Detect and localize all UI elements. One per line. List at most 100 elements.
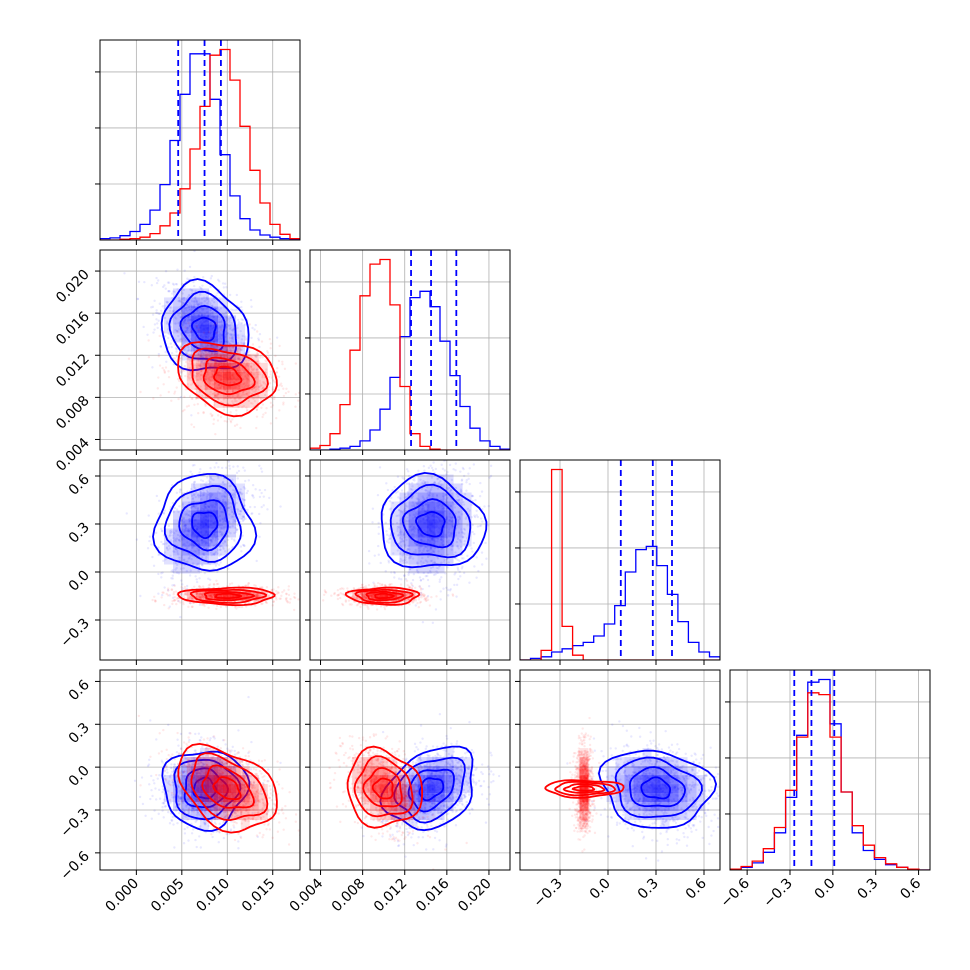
scatter-point xyxy=(236,510,239,513)
scatter-point xyxy=(200,343,203,347)
contour-line xyxy=(213,365,243,387)
scatter-point xyxy=(218,332,222,335)
scatter-point xyxy=(199,354,203,357)
density-cell xyxy=(249,353,259,363)
scatter-point xyxy=(224,326,228,329)
scatter-point xyxy=(273,397,276,401)
scatter-point xyxy=(176,330,179,334)
scatter-point xyxy=(441,467,445,471)
scatter-point xyxy=(252,397,255,400)
density-cell xyxy=(417,492,427,502)
scatter-point xyxy=(187,518,191,522)
scatter-point xyxy=(171,584,174,587)
scatter-point xyxy=(238,347,242,350)
scatter-point xyxy=(222,547,225,551)
scatter-point xyxy=(192,299,196,303)
scatter-point xyxy=(226,331,229,335)
scatter-point xyxy=(172,283,176,286)
scatter-point xyxy=(223,312,226,316)
scatter-point xyxy=(287,585,291,588)
scatter-point xyxy=(185,560,188,564)
density-cell xyxy=(173,564,183,574)
scatter-point xyxy=(184,308,187,311)
scatter-point xyxy=(231,329,234,332)
scatter-point xyxy=(187,513,191,517)
scatter-point xyxy=(256,373,259,376)
scatter-point xyxy=(207,352,210,355)
scatter-point xyxy=(242,544,246,547)
scatter-point xyxy=(478,494,482,498)
scatter-point xyxy=(227,341,230,344)
scatter-point xyxy=(239,322,242,325)
scatter-point xyxy=(221,518,225,521)
scatter-point xyxy=(183,348,186,351)
scatter-point xyxy=(286,600,289,603)
scatter-point xyxy=(475,509,478,513)
scatter-point xyxy=(297,399,300,402)
scatter-point xyxy=(255,381,259,384)
scatter-point xyxy=(199,373,203,377)
scatter-point xyxy=(224,501,228,505)
scatter-point xyxy=(200,369,203,372)
scatter-point xyxy=(258,373,261,376)
scatter-point xyxy=(171,568,174,572)
scatter-point xyxy=(181,409,185,413)
scatter-point xyxy=(179,367,183,370)
scatter-point xyxy=(418,576,422,579)
scatter-point xyxy=(213,359,217,362)
scatter-point xyxy=(455,595,458,598)
contour-line xyxy=(177,341,278,418)
scatter-point xyxy=(195,367,198,370)
scatter-point xyxy=(188,324,192,328)
scatter-point xyxy=(189,288,192,291)
scatter-point xyxy=(199,370,203,373)
scatter-point xyxy=(222,286,226,289)
scatter-point xyxy=(203,300,206,303)
scatter-point xyxy=(229,396,232,400)
scatter-point xyxy=(253,386,256,389)
scatter-point xyxy=(209,312,212,316)
scatter-point xyxy=(285,592,288,595)
scatter-point xyxy=(205,351,208,355)
scatter-point xyxy=(232,346,235,349)
scatter-point xyxy=(430,466,434,470)
density-cell xyxy=(258,389,268,399)
scatter-point xyxy=(220,510,223,513)
scatter-point xyxy=(175,329,179,333)
density-cell xyxy=(213,371,223,381)
scatter-point xyxy=(183,341,186,345)
scatter-point xyxy=(217,563,221,566)
scatter-point xyxy=(216,291,219,295)
scatter-point xyxy=(184,544,187,548)
scatter-point xyxy=(235,496,239,499)
scatter-point xyxy=(156,311,159,315)
scatter-point xyxy=(265,368,268,371)
scatter-point xyxy=(160,540,163,544)
scatter-point xyxy=(197,364,201,368)
scatter-point xyxy=(246,392,249,395)
scatter-point xyxy=(194,374,198,378)
scatter-point xyxy=(275,336,279,339)
scatter-point xyxy=(167,524,171,528)
scatter-point xyxy=(172,536,175,540)
scatter-point xyxy=(279,382,283,385)
scatter-point xyxy=(170,577,173,580)
scatter-point xyxy=(211,383,214,386)
scatter-point xyxy=(225,420,229,423)
scatter-point xyxy=(265,360,268,363)
scatter-point xyxy=(239,348,243,352)
density-cell xyxy=(408,555,418,565)
scatter-point xyxy=(228,321,231,324)
scatter-point xyxy=(234,397,237,400)
scatter-point xyxy=(199,364,202,368)
scatter-point xyxy=(255,559,258,563)
scatter-point xyxy=(473,532,476,536)
scatter-point xyxy=(171,282,175,285)
scatter-point xyxy=(197,494,200,497)
scatter-point xyxy=(489,464,493,468)
scatter-point xyxy=(177,328,181,331)
density-cell xyxy=(222,371,232,381)
scatter-point xyxy=(206,353,209,357)
scatter-point xyxy=(201,564,204,567)
scatter-point xyxy=(282,387,285,390)
